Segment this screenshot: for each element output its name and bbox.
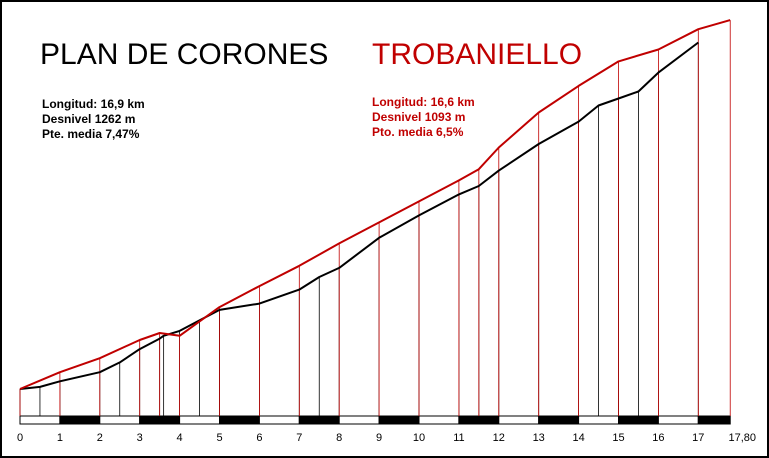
x-tick-label: 13 xyxy=(533,432,545,444)
scale-segment-10 xyxy=(418,415,460,425)
scale-segment-14 xyxy=(578,415,619,425)
x-tick-label: 1 xyxy=(57,432,63,444)
x-tick-label: 7 xyxy=(296,432,302,444)
x-tick-label: 5 xyxy=(216,432,222,444)
trobaniello-elevation-gain: Desnivel 1093 m xyxy=(372,110,465,124)
x-tick-label: 17,80 xyxy=(728,432,756,444)
scale-segment-0 xyxy=(19,415,61,425)
x-tick-label: 0 xyxy=(17,432,23,444)
trobaniello-avg-gradient: Pto. media 6,5% xyxy=(372,125,464,139)
x-tick-label: 4 xyxy=(177,432,183,444)
trobaniello-profile-line xyxy=(19,19,731,390)
x-tick-label: 6 xyxy=(256,432,262,444)
x-tick-label: 9 xyxy=(376,432,382,444)
x-tick-label: 8 xyxy=(336,432,342,444)
plan-de-corones-avg-gradient: Pte. media 7,47% xyxy=(42,127,140,141)
scale-segment-8 xyxy=(338,415,380,425)
series-title-trobaniello: TROBANIELLO xyxy=(372,38,582,71)
scale-segment-4 xyxy=(179,415,221,425)
series-title-plan-de-corones: PLAN DE CORONES xyxy=(40,38,328,71)
scale-segment-12 xyxy=(498,415,540,425)
scale-segment-16 xyxy=(657,415,699,425)
scale-segment-11 xyxy=(458,415,500,425)
scale-segment-6 xyxy=(258,415,300,425)
scale-segment-15 xyxy=(618,415,659,425)
vertical-drop-lines xyxy=(19,20,731,416)
x-tick-label: 14 xyxy=(572,432,584,444)
scale-segment-1 xyxy=(59,415,101,425)
scale-segment-5 xyxy=(219,415,260,425)
km-scale-bar xyxy=(19,415,731,425)
x-tick-label: 15 xyxy=(612,432,624,444)
scale-segment-7 xyxy=(298,415,340,425)
trobaniello-length: Longitud: 16,6 km xyxy=(372,95,475,109)
scale-segment-2 xyxy=(99,415,141,425)
x-tick-label: 11 xyxy=(453,432,464,444)
x-tick-labels: 0 1 2 3 4 5 6 7 8 9 10 11 12 13 14 15 16 17 17,80 xyxy=(17,432,756,444)
x-tick-label: 2 xyxy=(97,432,103,444)
scale-segment-17 xyxy=(697,415,731,425)
x-tick-label: 12 xyxy=(493,432,505,444)
scale-segment-13 xyxy=(538,415,580,425)
x-tick-label: 17 xyxy=(692,432,704,444)
x-tick-label: 3 xyxy=(137,432,143,444)
scale-segment-3 xyxy=(139,415,181,425)
plan-de-corones-profile-line xyxy=(19,41,699,390)
profile-lines xyxy=(19,19,731,390)
scale-segment-9 xyxy=(378,415,420,425)
plan-de-corones-elevation-gain: Desnivel 1262 m xyxy=(42,112,135,126)
plan-de-corones-length: Longitud: 16,9 km xyxy=(42,97,145,111)
x-tick-label: 16 xyxy=(652,432,664,444)
x-tick-label: 10 xyxy=(413,432,425,444)
